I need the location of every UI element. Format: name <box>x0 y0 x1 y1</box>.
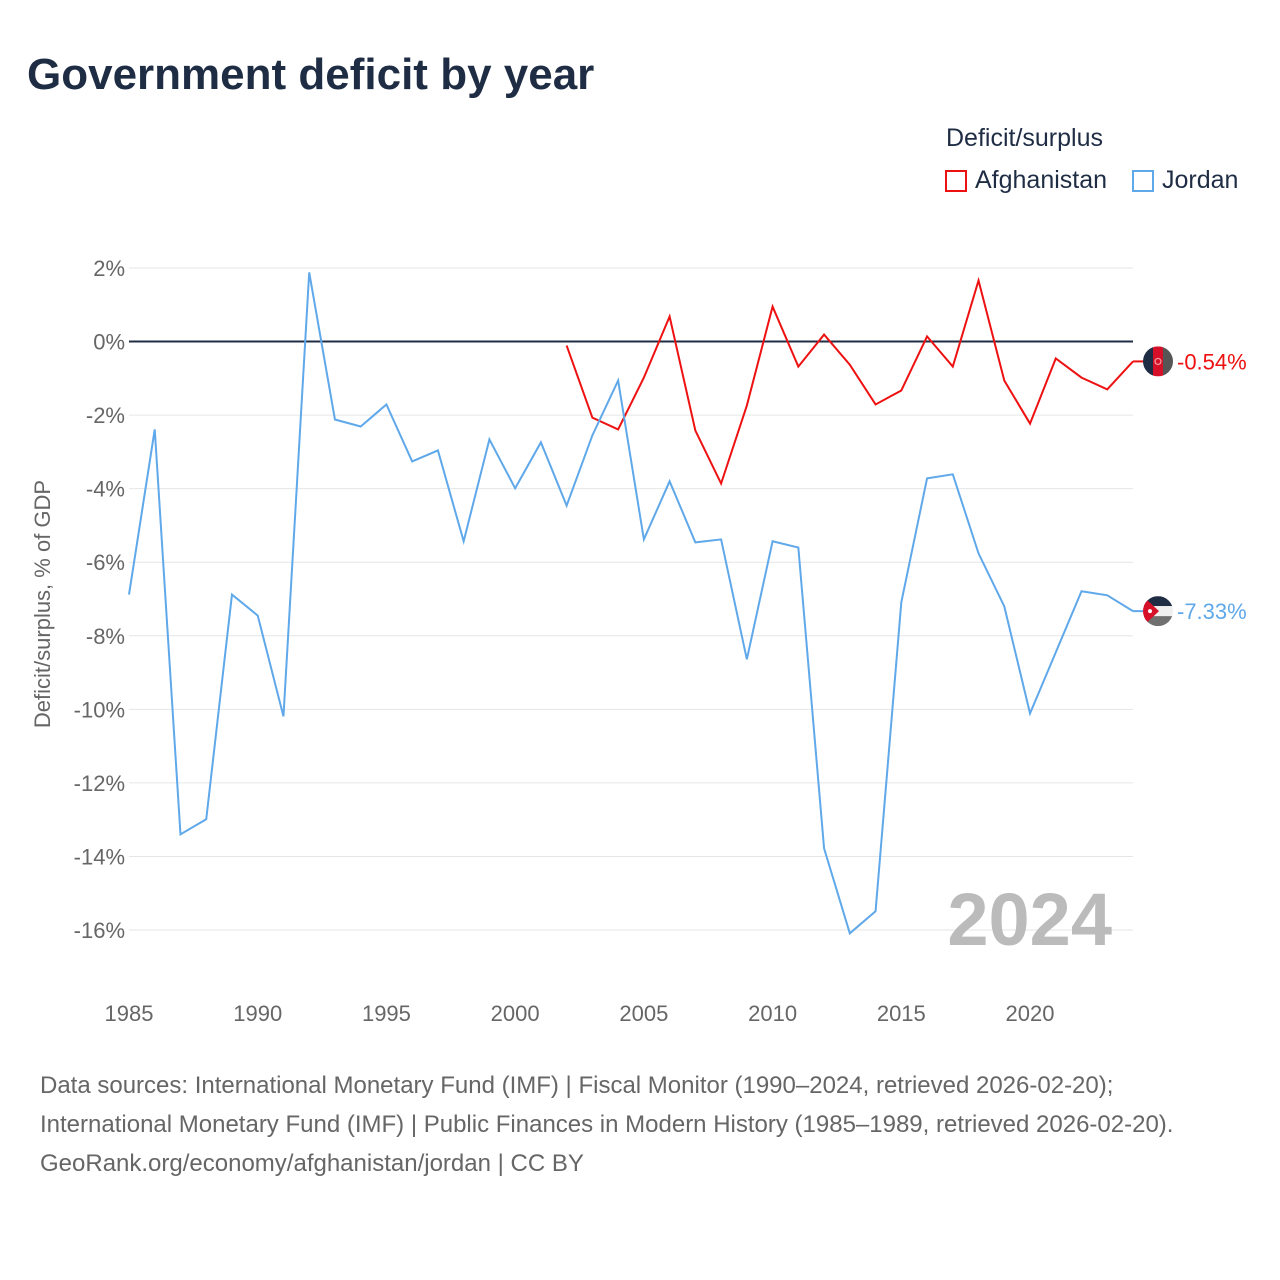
series-line-afghanistan <box>565 276 1134 487</box>
y-tick-label: -16% <box>74 918 125 943</box>
year-watermark: 2024 <box>947 878 1112 961</box>
y-tick-label: -12% <box>74 771 125 796</box>
legend-item-afghanistan[interactable]: Afghanistan <box>945 166 1107 195</box>
x-tick-label: 1990 <box>233 1001 282 1026</box>
y-tick-label: -10% <box>74 697 125 722</box>
y-tick-label: -14% <box>74 844 125 869</box>
legend-swatch-jordan <box>1132 169 1154 192</box>
y-tick-label: 2% <box>93 256 125 281</box>
y-tick-label: -8% <box>86 624 125 649</box>
legend-label: Jordan <box>1162 166 1239 194</box>
y-tick-label: -2% <box>86 403 125 428</box>
legend-swatch-afghanistan <box>945 169 967 192</box>
y-tick-label: 0% <box>93 330 125 355</box>
y-tick-label: -4% <box>86 477 125 502</box>
x-tick-label: 2005 <box>619 1001 668 1026</box>
footer: Data sources: International Monetary Fun… <box>40 1066 1240 1183</box>
end-value-label: -7.33% <box>1177 599 1247 624</box>
y-tick-label: -6% <box>86 550 125 575</box>
credit-link[interactable]: GeoRank.org/economy/afghanistan/jordan |… <box>40 1150 584 1177</box>
legend-title: Deficit/surplus <box>946 124 1103 152</box>
series-line-jordan <box>128 272 1134 936</box>
legend-label: Afghanistan <box>975 166 1108 194</box>
x-tick-label: 2010 <box>748 1001 797 1026</box>
x-tick-label: 2020 <box>1006 1001 1055 1026</box>
legend-item-jordan[interactable]: Jordan <box>1132 166 1238 195</box>
x-tick-label: 2000 <box>491 1001 540 1026</box>
data-sources: Data sources: International Monetary Fun… <box>40 1072 1174 1138</box>
y-axis-label: Deficit/surplus, % of GDP <box>30 480 55 728</box>
line-chart: 2% 0% -2% -4% -6% -8% -10% -12% -14% -16% 1985 1990… <box>30 256 1247 1026</box>
chart-title: Government deficit by year <box>27 50 595 99</box>
end-value-label: -0.54% <box>1177 349 1247 374</box>
x-tick-label: 2015 <box>877 1001 926 1026</box>
flag-afghanistan-icon <box>1143 346 1173 377</box>
x-tick-label: 1985 <box>105 1001 154 1026</box>
x-tick-label: 1995 <box>362 1001 411 1026</box>
flag-jordan-icon <box>1143 596 1173 627</box>
